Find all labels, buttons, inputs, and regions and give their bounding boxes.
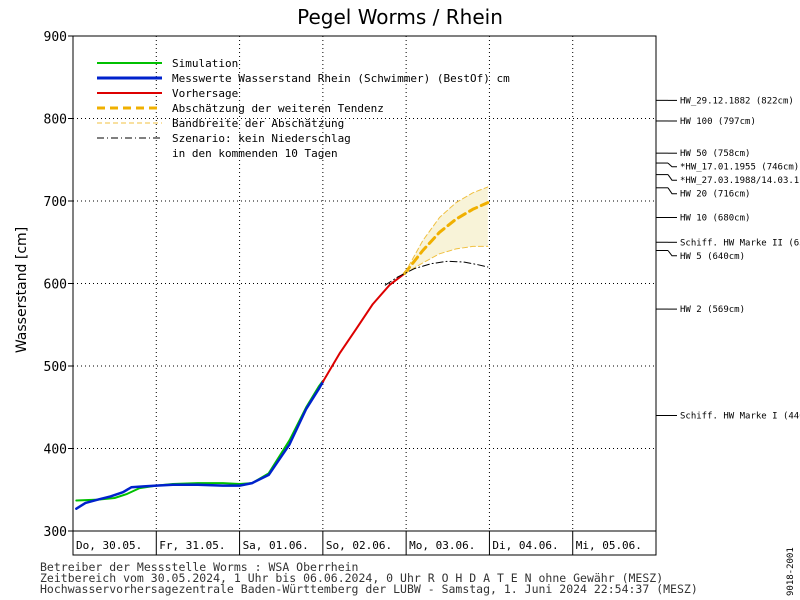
- legend-label-3: Abschätzung der weiteren Tendenz: [172, 102, 384, 115]
- band-fill: [404, 187, 488, 274]
- series-line-1: [75, 380, 325, 510]
- flood-mark-label: HW_29.12.1882 (822cm): [680, 96, 794, 106]
- flood-mark-label: HW 50 (758cm): [680, 149, 750, 159]
- flood-mark-leader: [667, 174, 677, 181]
- y-tick-label: 800: [44, 113, 67, 128]
- legend-label-4: Bandbreite der Abschätzung: [172, 117, 344, 130]
- day-label: Mo, 03.06.: [409, 539, 475, 552]
- y-tick-label: 500: [44, 360, 67, 375]
- legend-label-6: in den kommenden 10 Tagen: [172, 147, 338, 160]
- footer-operator: Betreiber der Messstelle Worms : WSA Obe…: [40, 560, 359, 574]
- chart-title: Pegel Worms / Rhein: [297, 5, 503, 29]
- legend-label-2: Vorhersage: [172, 87, 238, 100]
- flood-mark-label: Schiff. HW Marke I (440c: [680, 412, 800, 422]
- y-axis-label: Wasserstand [cm]: [14, 227, 30, 353]
- flood-mark-label: Schiff. HW Marke II (650c: [680, 238, 800, 248]
- flood-mark-label: HW 10 (680cm): [680, 214, 750, 224]
- flood-marks: HW_29.12.1882 (822cm) HW 100 (797cm) HW 50…: [656, 96, 800, 422]
- footer-publisher: Hochwasservorhersagezentrale Baden-Württ…: [40, 582, 698, 596]
- footer-time-range: Zeitbereich vom 30.05.2024, 1 Uhr bis 06…: [40, 571, 663, 585]
- chart-code: 9018-2001: [786, 547, 796, 596]
- day-label: Mi, 05.06.: [576, 539, 642, 552]
- series-line-2: [321, 272, 406, 383]
- flood-mark-label: *HW_17.01.1955 (746cm): [680, 163, 799, 173]
- day-label: Fr, 31.05.: [159, 539, 225, 552]
- legend-label-5: Szenario: kein Niederschlag: [172, 132, 351, 145]
- legend-label-0: Simulation: [172, 57, 238, 70]
- flood-mark-label: *HW_27.03.1988/14.03.1: [680, 176, 799, 186]
- y-tick-label: 400: [44, 443, 67, 458]
- day-axis-frame: [72, 530, 657, 556]
- day-label: Di, 04.06.: [492, 539, 558, 552]
- series-line-5: [404, 245, 489, 275]
- flood-mark-label: HW 20 (716cm): [680, 190, 750, 200]
- y-tick-label: 300: [44, 525, 67, 540]
- flood-mark-leader: [667, 250, 677, 257]
- flood-mark-leader: [667, 162, 677, 168]
- y-axis-ticks: 300 400 500 600 700 800 900: [44, 30, 73, 540]
- legend: Simulation Messwerte Wasserstand Rhein (S…: [97, 57, 510, 160]
- y-tick-label: 700: [44, 195, 67, 210]
- series-line-4: [404, 186, 489, 275]
- day-label: Sa, 01.06.: [243, 539, 309, 552]
- legend-label-1: Messwerte Wasserstand Rhein (Schwimmer) …: [172, 72, 510, 85]
- flood-mark-label: HW 100 (797cm): [680, 117, 756, 127]
- flood-mark-leader: [667, 187, 677, 195]
- y-tick-label: 600: [44, 278, 67, 293]
- y-tick-label: 900: [44, 30, 67, 45]
- uncertainty-band: [404, 187, 488, 274]
- x-axis-day-labels: Do, 30.05. Fr, 31.05. Sa, 01.06. So, 02.06.…: [76, 531, 642, 555]
- series-line-0: [75, 379, 324, 502]
- series-line-3: [403, 201, 490, 276]
- series-line-6: [384, 260, 489, 286]
- flood-mark-label: HW 5 (640cm): [680, 252, 745, 262]
- flood-mark-label: HW 2 (569cm): [680, 305, 745, 315]
- day-label: So, 02.06.: [326, 539, 392, 552]
- series-lines: [75, 186, 490, 510]
- day-label: Do, 30.05.: [76, 539, 142, 552]
- grid-lines: [73, 36, 656, 531]
